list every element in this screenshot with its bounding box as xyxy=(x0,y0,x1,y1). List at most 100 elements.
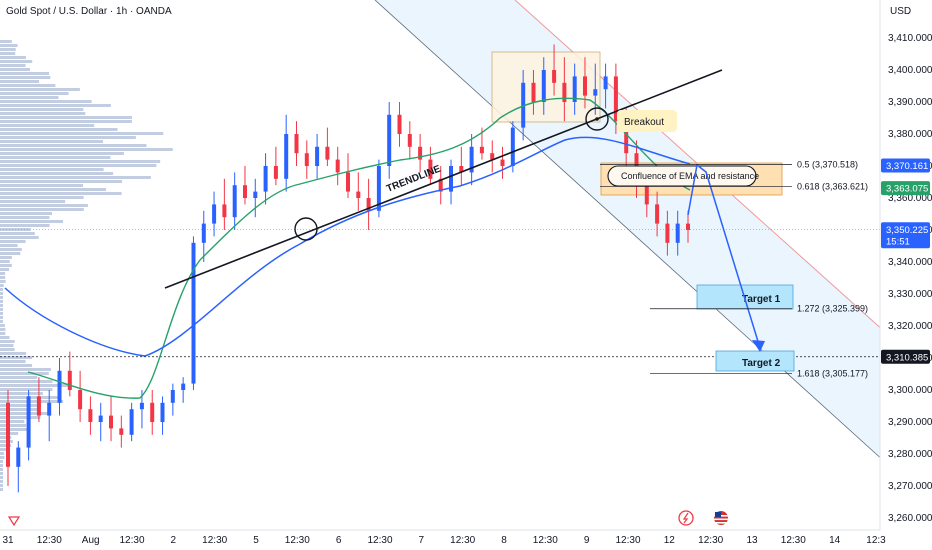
volume-profile-bar xyxy=(0,64,26,67)
volume-profile-bar xyxy=(0,488,3,491)
alert-icon[interactable] xyxy=(7,516,21,527)
volume-profile-bar xyxy=(0,156,111,159)
volume-profile-bar xyxy=(0,164,157,167)
candle-body xyxy=(273,166,278,179)
volume-profile-bar xyxy=(0,372,49,375)
candle-body xyxy=(325,146,330,160)
fib-level-label: 0.5 (3,370.518) xyxy=(797,159,858,169)
price-tick-label: 3,400.000 xyxy=(888,65,932,76)
time-tick-label: 12:30 xyxy=(533,535,558,546)
volume-profile-bar xyxy=(0,244,18,247)
currency-label[interactable]: USD xyxy=(890,6,912,17)
volume-profile-bar xyxy=(0,192,122,195)
volume-profile-bar xyxy=(0,140,103,143)
candle-body xyxy=(129,409,134,435)
fib-labels: 0.5 (3,370.518) 0.618 (3,363.621) 1.272 (3… xyxy=(600,159,868,378)
volume-profile-bar xyxy=(0,400,64,403)
time-tick-label: 12:30 xyxy=(202,535,227,546)
candle-body xyxy=(304,153,309,166)
time-tick-label: 14 xyxy=(829,535,841,546)
volume-profile-bar xyxy=(0,128,118,131)
volume-profile-bar xyxy=(0,420,25,423)
trendline xyxy=(164,69,723,289)
volume-profile-bar xyxy=(0,144,147,147)
lightning-icon[interactable] xyxy=(678,510,694,526)
candle-body xyxy=(222,204,227,218)
volume-profile-bar xyxy=(0,172,114,175)
volume-profile-bar xyxy=(0,472,3,475)
candle-body xyxy=(407,134,412,147)
volume-profile-bar xyxy=(0,68,30,71)
volume-profile-bar xyxy=(0,328,6,331)
volume-profile-bar xyxy=(0,348,15,351)
time-axis[interactable]: 31 12:30 Aug 12:30 2 12:30 5 12:30 6 12:30 7 12:30 8… xyxy=(2,535,886,546)
candle-body xyxy=(6,402,10,467)
volume-profile-bar xyxy=(0,364,33,367)
target1-label: Target 1 xyxy=(742,294,781,305)
us-flag-icon[interactable] xyxy=(714,511,728,525)
volume-profile-bar xyxy=(0,332,6,335)
candle-body xyxy=(47,402,52,416)
candle-body xyxy=(26,396,31,448)
candle-body xyxy=(88,409,93,422)
candle-body xyxy=(109,415,113,429)
candle-body xyxy=(541,70,546,102)
volume-profile-bar xyxy=(0,340,15,343)
candle-body xyxy=(593,89,598,96)
warning-triangle-icon[interactable] xyxy=(7,516,21,527)
time-tick-label: Aug xyxy=(82,535,100,546)
price-tick-label: 3,330.000 xyxy=(888,289,932,300)
candles xyxy=(6,44,690,493)
volume-profile-bar xyxy=(0,388,53,391)
chart-title: Gold Spot / U.S. Dollar · 1h · OANDA xyxy=(6,6,172,17)
volume-profile-bar xyxy=(0,320,3,323)
consolidation-box xyxy=(491,51,601,123)
volume-profile-bar xyxy=(0,232,35,235)
breakout-label-box xyxy=(617,110,677,132)
price-axis-panel xyxy=(880,0,932,550)
volume-profile-bar xyxy=(0,376,38,379)
volume-profile-bar xyxy=(0,40,12,43)
volume-profile-bar xyxy=(0,452,5,455)
candle-body xyxy=(418,146,423,160)
volume-profile-bar xyxy=(0,48,16,51)
volume-profile-bar xyxy=(0,60,33,63)
volume-profile-bar xyxy=(0,100,92,103)
volume-profile-bar xyxy=(0,212,52,215)
ema-slow-line xyxy=(4,136,691,357)
volume-profile-bar xyxy=(0,404,41,407)
candle-body xyxy=(624,121,629,154)
volume-profile-bar xyxy=(0,240,26,243)
volume-profile-bar xyxy=(0,168,104,171)
flag-canton xyxy=(715,512,721,517)
price-tick-label: 3,270.000 xyxy=(888,481,932,492)
volume-profile-bar xyxy=(0,72,50,75)
confluence-label: Confluence of EMA and resistance xyxy=(621,171,759,181)
volume-profile-bar xyxy=(0,460,3,463)
volume-profile-bar xyxy=(0,392,43,395)
candle-body xyxy=(57,370,62,403)
candle-body xyxy=(170,390,175,403)
volume-profile-bar xyxy=(0,272,6,275)
candle-body xyxy=(119,428,124,435)
time-tick-label: 31 xyxy=(2,535,14,546)
candle-body xyxy=(562,82,567,102)
volume-profile-bar xyxy=(0,292,3,295)
time-tick-label: 9 xyxy=(584,535,590,546)
candle-body xyxy=(376,166,381,211)
candle-body xyxy=(686,223,690,230)
price-tick-label: 3,260.000 xyxy=(888,513,932,524)
volume-profile-bar xyxy=(0,416,41,419)
candle-body xyxy=(191,242,196,384)
volume-profile-bar xyxy=(0,468,3,471)
volume-profile-bar xyxy=(0,288,3,291)
volume-profile-bar xyxy=(0,148,173,151)
economic-event-icon[interactable] xyxy=(678,510,694,526)
volume-profile-bar xyxy=(0,380,53,383)
volume-profile-bar xyxy=(0,56,26,59)
volume-profile-bar xyxy=(0,104,111,107)
volume-profile-bar xyxy=(0,384,69,387)
volume-profile-bar xyxy=(0,264,12,267)
candle-body xyxy=(552,70,557,83)
